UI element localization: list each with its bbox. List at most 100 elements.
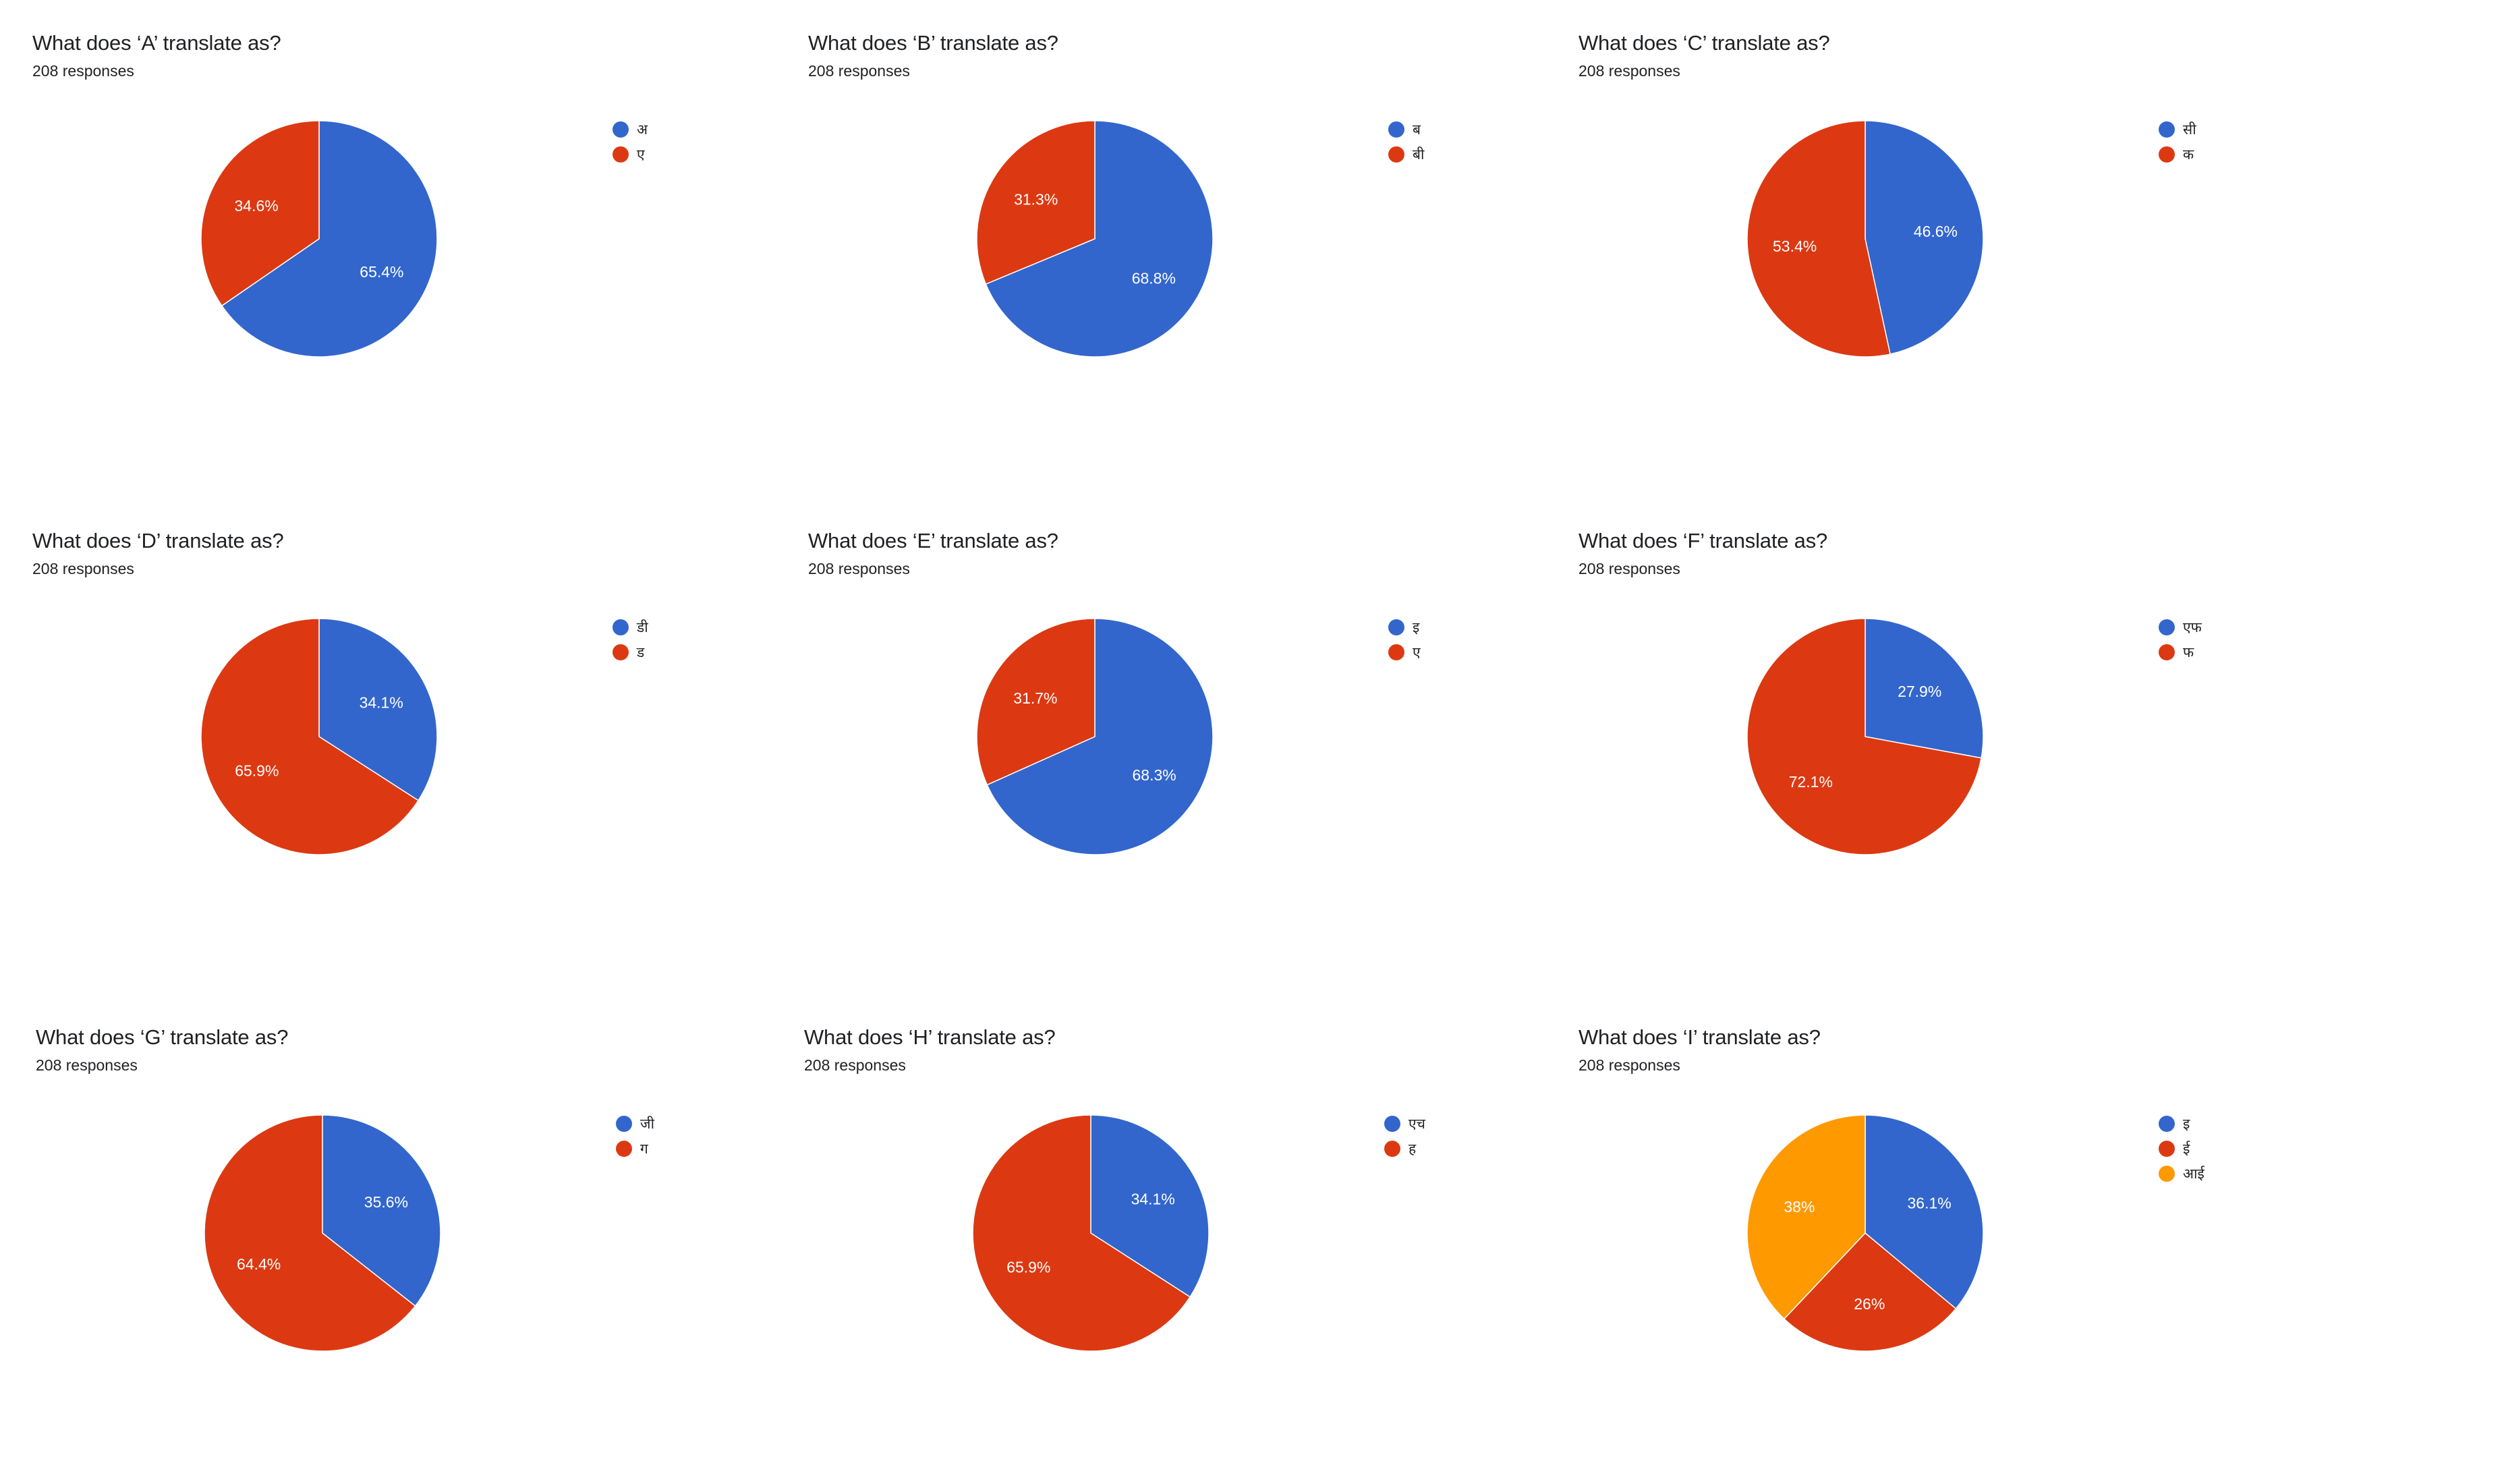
legend-label: ई [2183, 1140, 2190, 1157]
legend-label: बी [1413, 146, 1425, 163]
pie-slice[interactable] [200, 618, 420, 855]
legend-label: अ [637, 121, 648, 138]
pie-chart-card: What does ‘I’ translate as? 208 responses… [1578, 1025, 2354, 1484]
pie-slice[interactable] [322, 1114, 441, 1307]
slice-percent-label: 38% [1784, 1198, 1815, 1216]
pie-chart-card: What does ‘H’ translate as? 208 responses… [804, 1025, 1580, 1484]
legend-label: इ [2183, 1115, 2190, 1132]
legend-label: एच [1408, 1115, 1425, 1132]
legend-label: फ [2183, 644, 2194, 660]
pie-slice[interactable] [1746, 1114, 1866, 1320]
legend-item[interactable]: डी [613, 615, 648, 639]
legend-item[interactable]: ई [2159, 1136, 2204, 1161]
legend-swatch-icon [2159, 619, 2175, 635]
legend-label: सी [2183, 121, 2196, 138]
pie-slice[interactable] [1746, 120, 1891, 358]
legend: ब बी [1388, 117, 1424, 167]
legend-item[interactable]: जी [616, 1111, 654, 1136]
legend-item[interactable]: आई [2159, 1161, 2204, 1186]
slice-percent-label: 65.9% [1006, 1258, 1050, 1276]
response-count: 208 responses [32, 62, 134, 80]
pie-slice[interactable] [1865, 1114, 1984, 1310]
slice-percent-label: 72.1% [1789, 773, 1833, 791]
legend: सी क [2159, 117, 2196, 167]
legend-swatch-icon [1388, 146, 1404, 163]
legend-item[interactable]: फ [2159, 639, 2202, 664]
legend-item[interactable]: ड [613, 639, 648, 664]
legend-swatch-icon [1388, 619, 1404, 635]
legend-swatch-icon [613, 121, 629, 138]
slice-percent-label: 31.3% [1014, 191, 1058, 208]
pie-slice[interactable] [1865, 120, 1984, 355]
pie-slice[interactable] [204, 1114, 416, 1352]
legend-item[interactable]: एच [1384, 1111, 1425, 1136]
pie-chart: 68.8% 31.3% [976, 120, 1214, 358]
pie-slice[interactable] [976, 618, 1096, 786]
response-count: 208 responses [32, 560, 134, 577]
legend-swatch-icon [613, 644, 629, 660]
legend-item[interactable]: क [2159, 142, 2196, 167]
chart-title: What does ‘C’ translate as? [1578, 31, 1830, 55]
legend-label: ड [637, 644, 645, 660]
slice-percent-label: 34.6% [234, 197, 278, 215]
legend-item[interactable]: सी [2159, 117, 2196, 142]
legend-swatch-icon [613, 146, 629, 163]
legend-item[interactable]: ग [616, 1136, 654, 1161]
legend-swatch-icon [1384, 1115, 1400, 1132]
slice-percent-label: 34.1% [360, 694, 403, 712]
legend-label: क [2183, 146, 2194, 163]
pie-slice[interactable] [986, 618, 1214, 855]
slice-percent-label: 65.4% [360, 263, 403, 281]
chart-title: What does ‘B’ translate as? [808, 31, 1058, 55]
response-count: 208 responses [804, 1056, 906, 1074]
response-count: 208 responses [808, 560, 910, 577]
slice-percent-label: 65.9% [235, 762, 279, 779]
legend-item[interactable]: ब [1388, 117, 1424, 142]
slice-percent-label: 26% [1854, 1295, 1885, 1313]
legend-item[interactable]: ए [613, 142, 648, 167]
pie-slice[interactable] [1783, 1232, 1957, 1352]
legend: एफ फ [2159, 615, 2202, 664]
chart-title: What does ‘I’ translate as? [1578, 1025, 1821, 1049]
pie-slice[interactable] [1865, 618, 1984, 759]
pie-chart-card: What does ‘F’ translate as? 208 responses… [1578, 529, 2354, 988]
legend-item[interactable]: ह [1384, 1136, 1425, 1161]
legend-label: ए [1413, 644, 1421, 660]
legend-label: एफ [2183, 619, 2202, 635]
pie-slice[interactable] [1746, 618, 1982, 855]
slice-percent-label: 34.1% [1131, 1191, 1175, 1208]
slice-percent-label: 46.6% [1914, 223, 1958, 240]
legend-item[interactable]: अ [613, 117, 648, 142]
legend-item[interactable]: ए [1388, 639, 1421, 664]
legend: इ ई आई [2159, 1111, 2204, 1186]
legend-label: ए [637, 146, 645, 163]
pie-slice[interactable] [972, 1114, 1191, 1352]
legend: एच ह [1384, 1111, 1425, 1161]
pie-slice[interactable] [976, 120, 1096, 285]
legend-label: जी [640, 1115, 655, 1132]
pie-slice[interactable] [221, 120, 438, 358]
pie-chart: 34.1% 65.9% [972, 1114, 1210, 1352]
legend-label: ग [640, 1140, 648, 1157]
pie-chart-card: What does ‘E’ translate as? 208 responses… [808, 529, 1584, 988]
chart-title: What does ‘A’ translate as? [32, 31, 281, 55]
pie-slice[interactable] [985, 120, 1214, 358]
legend-item[interactable]: बी [1388, 142, 1424, 167]
pie-chart: 46.6% 53.4% [1746, 120, 1984, 358]
legend-label: ह [1408, 1140, 1417, 1157]
legend-swatch-icon [616, 1115, 632, 1132]
legend-label: ब [1413, 121, 1421, 138]
legend-item[interactable]: इ [2159, 1111, 2204, 1136]
legend-item[interactable]: इ [1388, 615, 1421, 639]
response-count: 208 responses [808, 62, 910, 80]
pie-chart: 36.1% 26% 38% [1746, 1114, 1984, 1352]
legend-item[interactable]: एफ [2159, 615, 2202, 639]
pie-chart: 35.6% 64.4% [204, 1114, 441, 1352]
pie-chart: 65.4% 34.6% [200, 120, 438, 358]
slice-percent-label: 31.7% [1013, 689, 1057, 707]
legend: जी ग [616, 1111, 654, 1161]
legend-swatch-icon [2159, 1165, 2175, 1182]
pie-slice[interactable] [200, 120, 320, 307]
